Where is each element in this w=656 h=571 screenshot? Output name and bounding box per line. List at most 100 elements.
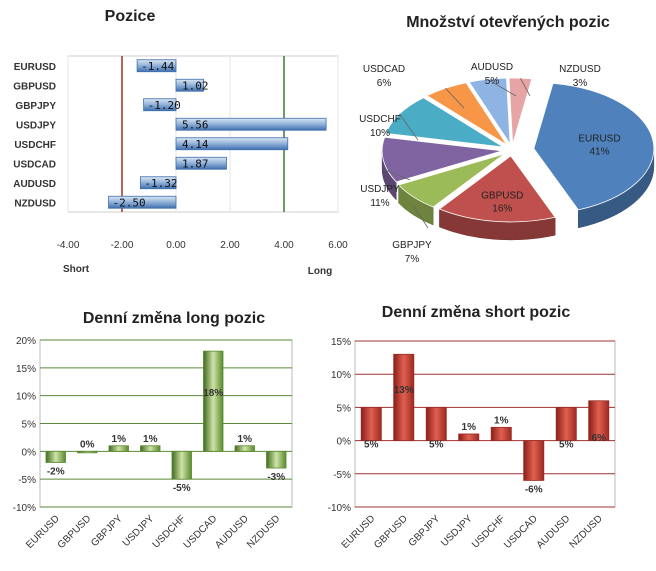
pie-slice <box>397 153 505 208</box>
y-tick-label: -10% <box>13 503 36 514</box>
value-label: -1.20 <box>148 99 181 112</box>
bar <box>77 450 98 454</box>
pie-slice <box>508 77 533 145</box>
y-tick-label: 5% <box>22 420 37 431</box>
value-label: 5.56 <box>182 118 209 131</box>
denni-long-title: Denní změna long pozic <box>83 310 265 327</box>
mnozstvi-chart: Množství otevřených pozic EURUSD 41% GBPUS… <box>359 14 655 265</box>
value-label: -3% <box>267 472 285 483</box>
x-tick-label: GBPUSD <box>56 513 94 551</box>
pie-leader-line <box>383 168 411 181</box>
category-label: NZDUSD <box>14 198 56 209</box>
category-label: GBPUSD <box>13 81 56 92</box>
bar <box>523 440 545 481</box>
x-tick-label: -2.00 <box>111 240 134 251</box>
value-label: 1% <box>143 434 158 445</box>
pozice-title: Pozice <box>105 8 156 25</box>
pie-category-label: AUDUSD <box>471 62 513 73</box>
long-label: Long <box>308 266 332 277</box>
category-label: USDCAD <box>13 159 56 170</box>
y-tick-label: 0% <box>22 447 37 458</box>
value-label: 5% <box>364 439 379 450</box>
value-label: 18% <box>203 388 223 399</box>
pie-category-label: GBPJPY <box>392 240 432 251</box>
x-tick-label: -4.00 <box>57 240 80 251</box>
x-tick-label: 2.00 <box>220 240 240 251</box>
bar <box>108 445 129 452</box>
value-label: 5% <box>429 439 444 450</box>
y-tick-label: 5% <box>337 403 352 414</box>
y-tick-label: 15% <box>331 337 351 348</box>
pie-value-label: 41% <box>589 146 609 157</box>
denni-short-chart: Denní změna short pozic -10% -5% 0% 5% 10% 15… <box>328 304 616 551</box>
value-label: -2% <box>47 466 65 477</box>
pie-value-label: 10% <box>370 128 390 139</box>
bar <box>171 450 192 480</box>
y-tick-label: 0% <box>337 437 352 448</box>
pie-leader-line <box>487 78 517 97</box>
bar <box>234 445 255 452</box>
x-tick-label: 6.00 <box>328 240 348 251</box>
x-tick-label: NZDUSD <box>245 513 282 550</box>
pie-value-label: 5% <box>485 76 500 87</box>
bar <box>143 98 177 112</box>
value-label: 13% <box>394 385 414 396</box>
pie-category-label: GBPUSD <box>481 191 523 202</box>
bar <box>136 59 177 73</box>
pie-leader-line <box>399 113 419 141</box>
denni-long-chart-panel: Denní změna long pozic -10% -5% 0% 5% 10% 15%… <box>0 295 330 566</box>
value-label: 6% <box>592 433 607 444</box>
bar <box>108 195 177 209</box>
bar <box>393 353 415 441</box>
x-tick-label: USDCAD <box>502 513 540 551</box>
x-tick-label: GBPJPY <box>89 513 125 549</box>
pie-leader-line <box>520 77 531 97</box>
pie-category-label: USDJPY <box>360 184 400 195</box>
value-label: -1.32 <box>144 177 177 190</box>
y-tick-label: -5% <box>333 470 351 481</box>
x-tick-label: 4.00 <box>274 240 294 251</box>
x-tick-label: AUDUSD <box>213 513 251 551</box>
category-label: EURUSD <box>14 62 56 73</box>
bar <box>266 450 287 469</box>
bar <box>458 433 480 442</box>
value-label: -5% <box>173 483 191 494</box>
bar <box>175 137 289 151</box>
category-label: GBPJPY <box>15 101 56 112</box>
pie-category-label: USDCAD <box>363 64 405 75</box>
pie-value-label: 3% <box>573 78 588 89</box>
bar <box>203 350 224 452</box>
value-label: 1% <box>494 415 509 426</box>
mnozstvi-chart-panel: Množství otevřených pozic EURUSD 41% GBPUS… <box>340 0 656 285</box>
value-label: -6% <box>525 484 543 495</box>
pie-leader-line <box>413 205 429 229</box>
value-label: 5% <box>559 439 574 450</box>
short-label: Short <box>63 264 90 275</box>
pie-leader-line <box>445 87 465 109</box>
value-label: 0% <box>80 439 95 450</box>
bar <box>588 400 610 442</box>
y-tick-label: 20% <box>16 336 36 347</box>
value-label: -2.50 <box>113 196 146 209</box>
value-label: 1% <box>112 434 127 445</box>
pie-slice <box>381 136 503 183</box>
category-label: USDJPY <box>16 120 56 131</box>
pozice-chart: Pozice Short Long -4.00 -2.00 0.00 2.00 4.00… <box>13 8 348 277</box>
pie-value-label: 6% <box>377 78 392 89</box>
pie-value-label: 7% <box>405 254 420 265</box>
y-tick-label: -10% <box>328 503 351 514</box>
x-tick-label: EURUSD <box>340 513 378 551</box>
pie-category-label: EURUSD <box>578 133 620 144</box>
value-label: -1.44 <box>141 60 174 73</box>
value-label: 1% <box>462 422 477 433</box>
mnozstvi-title: Množství otevřených pozic <box>406 14 610 31</box>
y-tick-label: 10% <box>331 370 351 381</box>
denni-short-chart-panel: Denní změna short pozic -10% -5% 0% 5% 10% 15… <box>325 295 656 566</box>
bar <box>555 407 577 442</box>
pie-category-label: USDCHF <box>359 114 401 125</box>
category-label: USDCHF <box>14 140 56 151</box>
x-tick-label: 0.00 <box>166 240 186 251</box>
bar <box>175 156 227 170</box>
pie-value-label: 11% <box>370 198 389 209</box>
category-label: AUDUSD <box>13 179 56 190</box>
